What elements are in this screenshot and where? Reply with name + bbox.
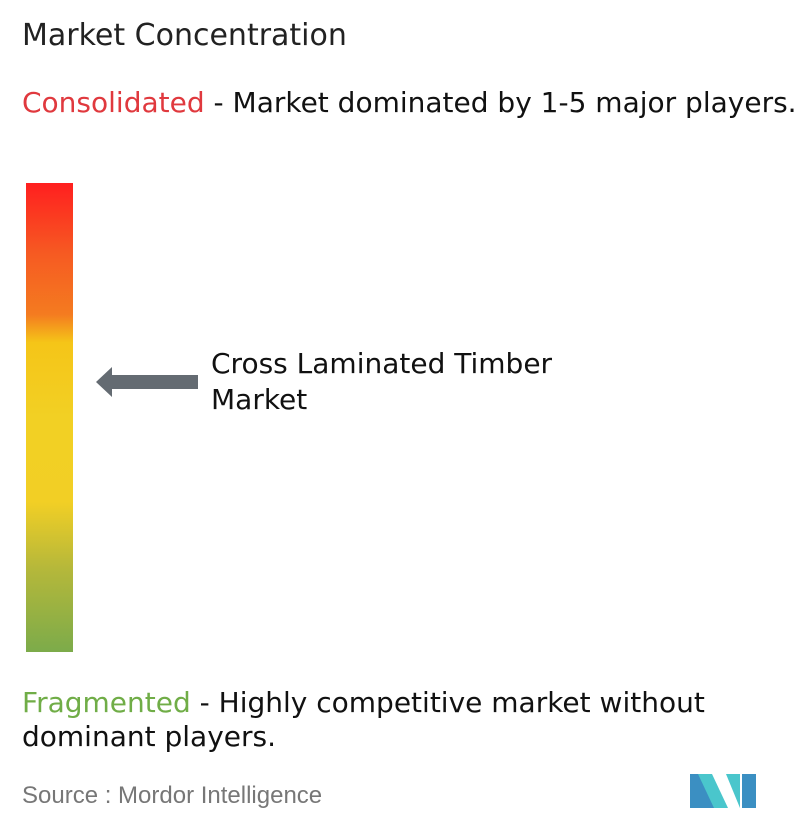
consolidated-description: - Market dominated by 1-5 major players. [204,86,796,119]
consolidated-legend: Consolidated - Market dominated by 1-5 m… [22,86,796,120]
consolidated-label: Consolidated [22,86,205,119]
chart-title: Market Concentration [22,18,347,53]
fragmented-legend: Fragmented - Highly competitive market w… [22,686,796,754]
arrow-left-icon [96,367,198,397]
fragmented-description: - Highly competitive market without domi… [22,686,705,753]
market-position-label: Cross Laminated Timber Market [211,347,553,416]
concentration-gradient-bar [26,183,73,652]
mordor-intelligence-logo [690,774,756,808]
fragmented-label: Fragmented [22,686,191,719]
source-text: Source : Mordor Intelligence [22,782,323,809]
